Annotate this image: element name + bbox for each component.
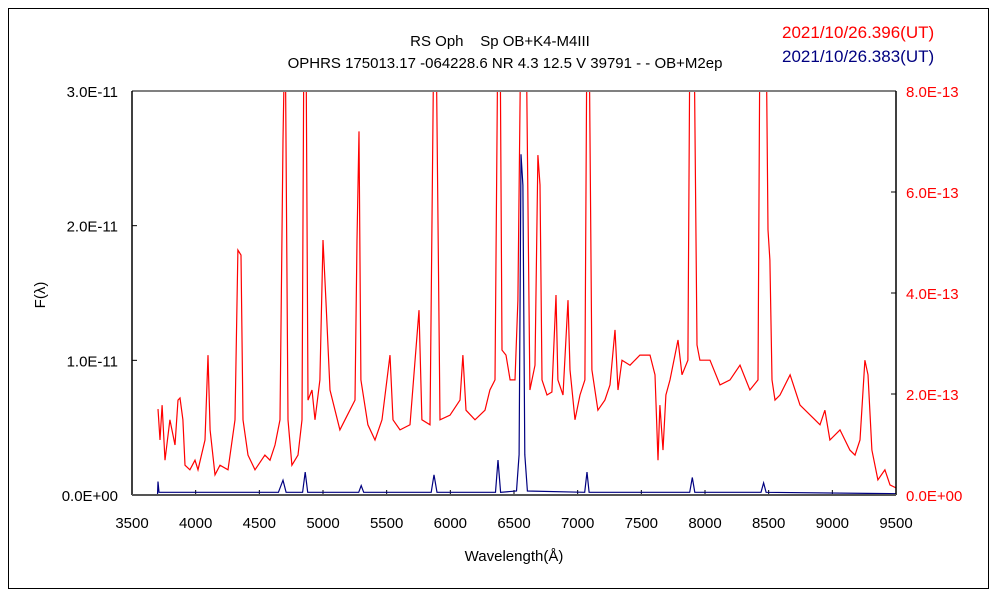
- series-blue-spectrum: [156, 154, 896, 495]
- x-axis-label: Wavelength(Å): [465, 548, 564, 565]
- legend-blue-date: 2021/10/26.383(UT): [782, 47, 934, 66]
- x-tick-label: 6500: [497, 515, 530, 532]
- y-right-tick-label: 0.0E+00: [906, 488, 962, 505]
- y-right-tick-label: 4.0E-13: [906, 286, 959, 303]
- x-tick-label: 3500: [115, 515, 148, 532]
- y-right-tick-label: 2.0E-13: [906, 387, 959, 404]
- legend-red-date: 2021/10/26.396(UT): [782, 23, 934, 42]
- x-tick-label: 5500: [370, 515, 403, 532]
- y-left-tick-label: 2.0E-11: [67, 219, 118, 236]
- x-tick-label: 6000: [434, 515, 467, 532]
- y-axis-label: F(λ): [32, 282, 49, 309]
- y-left-tick-label: 3.0E-11: [67, 84, 118, 101]
- y-left-tick-label: 1.0E-11: [67, 353, 118, 370]
- chart-title-line2: OPHRS 175013.17 -064228.6 NR 4.3 12.5 V …: [288, 55, 723, 72]
- y-right-tick-label: 6.0E-13: [906, 185, 959, 202]
- x-tick-label: 8500: [752, 515, 785, 532]
- x-tick-label: 9500: [879, 515, 912, 532]
- series-red-spectrum: [157, 91, 896, 489]
- chart-frame: [8, 8, 989, 589]
- x-tick-label: 8000: [688, 515, 721, 532]
- chart-title-line1: RS Oph Sp OB+K4-M4III: [410, 33, 590, 50]
- y-right-tick-label: 8.0E-13: [906, 84, 959, 101]
- x-tick-label: 9000: [816, 515, 849, 532]
- x-tick-label: 7000: [561, 515, 594, 532]
- x-tick-label: 4500: [243, 515, 276, 532]
- x-tick-label: 4000: [179, 515, 212, 532]
- x-tick-label: 5000: [306, 515, 339, 532]
- y-left-tick-label: 0.0E+00: [62, 488, 118, 505]
- x-tick-label: 7500: [625, 515, 658, 532]
